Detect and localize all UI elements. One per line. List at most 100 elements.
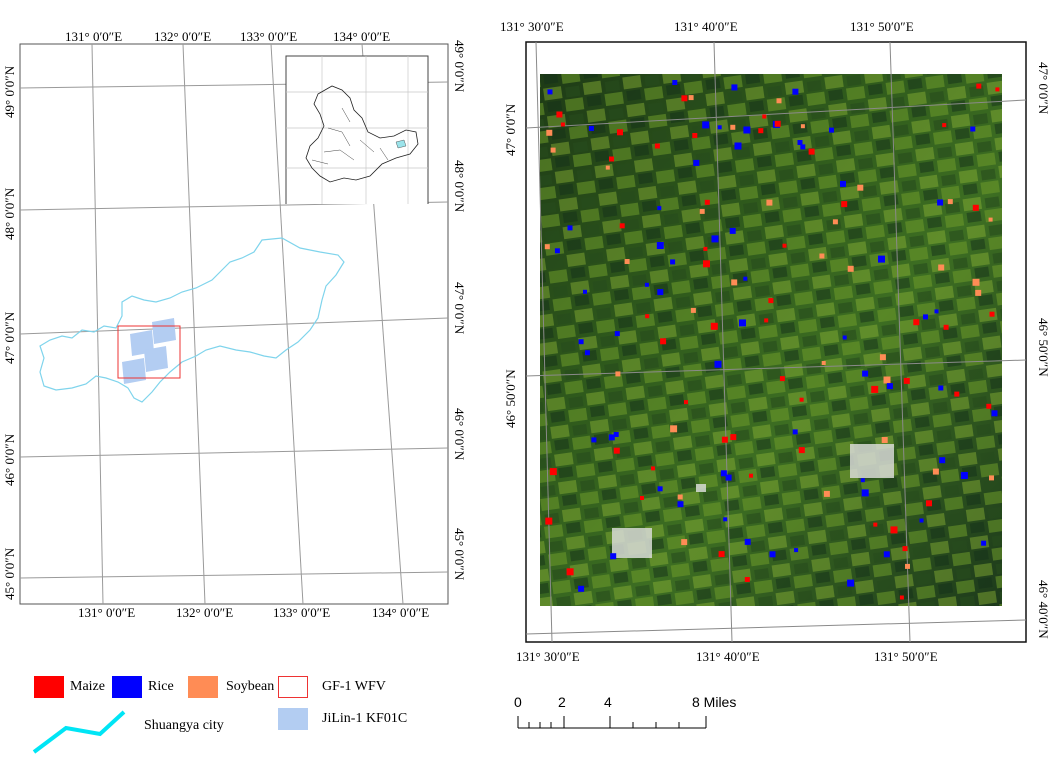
rice-sample-point <box>656 242 664 249</box>
maize-sample-point <box>681 95 688 102</box>
left-bottom-tick-2: 132° 0′0″E <box>176 605 234 620</box>
rice-sample-point <box>743 276 748 281</box>
sample-points <box>544 80 1000 600</box>
soybean-sample-point <box>690 307 696 313</box>
soybean-sample-point <box>975 289 982 296</box>
soybean-sample-point <box>988 217 993 222</box>
soybean-sample-point <box>605 165 610 170</box>
soybean-sample-point <box>776 98 782 104</box>
maize-sample-point <box>873 522 878 527</box>
soybean-sample-point <box>544 244 550 250</box>
rice-sample-point <box>657 206 662 211</box>
maize-sample-point <box>943 324 949 330</box>
right-top-tick-3: 131° 50′0″E <box>850 19 914 34</box>
jilin-swatch <box>278 708 308 730</box>
maize-sample-point <box>545 517 553 525</box>
maize-sample-point <box>913 319 920 326</box>
maize-sample-point <box>654 143 660 149</box>
right-bottom-tick-2: 131° 40′0″E <box>696 649 760 664</box>
rice-sample-point <box>608 434 615 441</box>
maize-sample-point <box>774 120 781 127</box>
rice-sample-point <box>672 80 678 85</box>
maize-sample-point <box>799 397 804 402</box>
soybean-sample-point <box>546 129 553 136</box>
maize-sample-point <box>903 377 910 384</box>
rice-sample-point <box>584 350 590 356</box>
left-right-tick-2: 48° 0′0″N <box>452 160 467 213</box>
jilin-label: JiLin-1 KF01C <box>322 711 408 726</box>
right-bottom-tick-3: 131° 50′0″E <box>874 649 938 664</box>
right-left-tick-1: 47° 0′0″N <box>503 103 518 156</box>
rice-sample-point <box>613 432 619 437</box>
maize-sample-point <box>560 122 565 127</box>
rice-sample-point <box>578 339 584 345</box>
rice-sample-point <box>657 289 664 296</box>
soybean-sample-point <box>677 494 683 500</box>
rice-sample-point <box>792 429 798 435</box>
rice-sample-point <box>861 489 869 497</box>
rice-sample-point <box>829 127 834 133</box>
gf1-label: GF-1 WFV <box>322 679 386 694</box>
maize-sample-point <box>609 156 614 162</box>
maize-sample-point <box>995 87 1000 92</box>
left-top-tick-2: 132° 0′0″E <box>154 29 212 44</box>
rice-sample-point <box>567 225 573 231</box>
rice-sample-point <box>720 470 727 477</box>
rice-sample-point <box>960 472 968 479</box>
left-right-tick-3: 47° 0′0″N <box>452 282 467 335</box>
soybean-sample-point <box>819 253 825 259</box>
scale-label-4: 4 <box>604 694 612 710</box>
soybean-sample-point <box>688 95 694 101</box>
scale-bar-line <box>517 716 707 729</box>
soybean-sample-point <box>624 259 630 264</box>
rice-sample-point <box>970 126 976 132</box>
soybean-sample-point <box>823 490 830 497</box>
maize-sample-point <box>798 447 805 454</box>
soybean-sample-point <box>699 208 705 214</box>
rice-swatch <box>112 676 142 698</box>
maize-sample-point <box>613 447 620 454</box>
maize-sample-point <box>762 114 767 119</box>
scale-bar: 0 2 4 8 Miles <box>508 690 768 740</box>
city-label: Shuangya city <box>144 718 224 733</box>
soybean-sample-point <box>821 361 826 365</box>
maize-sample-point <box>619 223 625 229</box>
rice-sample-point <box>677 501 684 508</box>
left-top-tick-1: 131° 0′0″E <box>65 29 123 44</box>
maize-sample-point <box>871 385 879 393</box>
maize-sample-point <box>684 400 688 405</box>
maize-sample-point <box>710 322 718 330</box>
soybean-sample-point <box>731 279 738 286</box>
inset-map <box>285 55 429 204</box>
scale-label-0: 0 <box>514 694 522 710</box>
maize-sample-point <box>566 568 574 576</box>
rice-sample-point <box>588 125 594 131</box>
rice-sample-point <box>644 282 649 287</box>
rice-sample-point <box>693 159 700 166</box>
right-right-tick-3: 46° 40′0″N <box>1036 580 1051 639</box>
soybean-sample-point <box>847 265 854 272</box>
right-map-frame <box>525 41 1027 643</box>
maize-label: Maize <box>70 679 105 694</box>
right-top-tick-1: 131° 30′0″E <box>500 19 564 34</box>
soybean-sample-point <box>800 124 805 129</box>
rice-sample-point <box>657 486 663 492</box>
soybean-sample-point <box>550 147 556 153</box>
soybean-sample-point <box>905 563 910 569</box>
maize-sample-point <box>721 436 728 443</box>
gf1-footprint <box>117 325 181 379</box>
rice-sample-point <box>939 457 946 464</box>
maize-sample-point <box>989 311 995 317</box>
scale-label-2: 2 <box>558 694 566 710</box>
maize-sample-point <box>779 376 785 382</box>
right-right-tick-1: 47° 0′0″N <box>1036 62 1051 115</box>
right-left-tick-2: 46° 50′0″N <box>503 369 518 428</box>
rice-sample-point <box>614 331 620 337</box>
rice-sample-point <box>937 199 944 206</box>
maize-sample-point <box>556 111 563 118</box>
rice-sample-point <box>862 370 869 377</box>
left-right-tick-1: 49° 0′0″N <box>452 40 467 93</box>
maize-sample-point <box>718 551 725 558</box>
maize-sample-point <box>768 298 774 304</box>
maize-sample-point <box>640 496 644 500</box>
